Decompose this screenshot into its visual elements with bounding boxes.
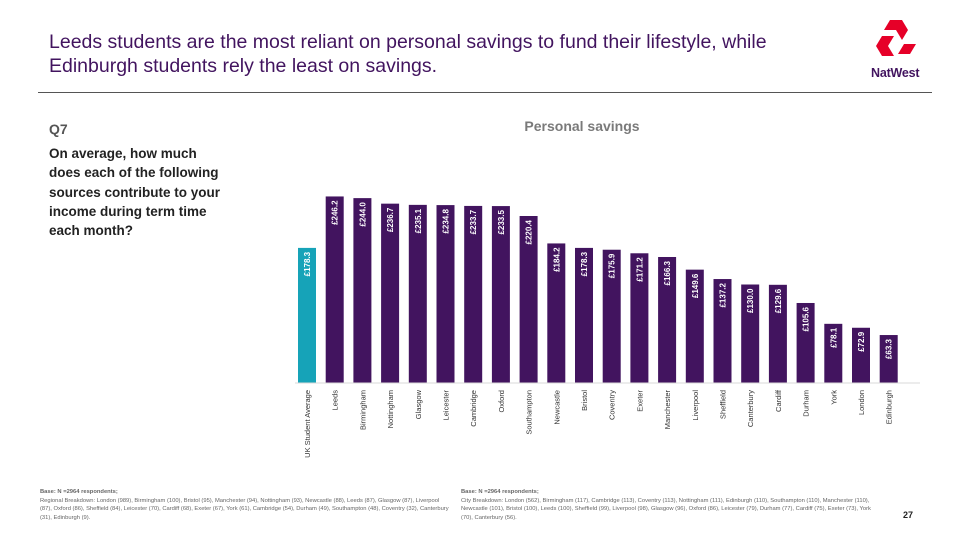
bar-exeter	[630, 253, 649, 383]
bar-durham	[796, 302, 815, 383]
bar-value-label: £166.3	[663, 260, 672, 285]
category-label: Leeds	[331, 390, 340, 411]
footnote-right-title: Base: N =2964 respondents;	[461, 489, 539, 495]
bar-glasgow	[408, 204, 427, 383]
bar-value-label: £234.8	[442, 209, 451, 234]
bar-birmingham	[353, 198, 372, 383]
bar-value-label: £233.7	[469, 209, 478, 234]
bar-value-label: £149.6	[691, 273, 700, 298]
bar-value-label: £235.1	[414, 208, 423, 233]
bar-nottingham	[381, 203, 400, 383]
category-label: Canterbury	[746, 390, 755, 427]
category-label: Cardiff	[774, 389, 783, 412]
question-text: On average, how much does each of the fo…	[49, 146, 221, 239]
bar-value-label: £130.0	[746, 288, 755, 313]
category-label: Nottingham	[386, 390, 395, 428]
category-label: Bristol	[580, 390, 589, 411]
bar-value-label: £78.1	[829, 327, 838, 348]
bar-value-label: £105.6	[802, 306, 811, 331]
page-number: 27	[903, 510, 914, 520]
footnote-left-text: Regional Breakdown: London (989), Birmin…	[40, 497, 449, 521]
bar-edinburgh	[879, 335, 898, 383]
bar-sheffield	[713, 279, 732, 383]
headline: Leeds students are the most reliant on p…	[49, 31, 767, 77]
bar-leeds	[325, 196, 344, 383]
category-label: Oxford	[497, 390, 506, 413]
bar-london	[852, 327, 870, 383]
category-label: Birmingham	[358, 390, 367, 430]
footnote-right: Base: N =2964 respondents; City Breakdow…	[461, 488, 871, 522]
bar-value-label: £246.2	[331, 200, 340, 225]
bar-value-label: £178.3	[580, 251, 589, 276]
bar-value-label: £184.2	[552, 247, 561, 272]
bar-value-label: £72.9	[857, 331, 866, 352]
category-label: Cambridge	[469, 390, 478, 427]
bar-value-label: £137.2	[719, 282, 728, 307]
question-number: Q7	[49, 121, 68, 137]
bar-york	[824, 323, 843, 383]
bar-value-label: £178.3	[303, 251, 312, 276]
chart-title: Personal savings	[524, 118, 639, 134]
bar-canterbury	[741, 284, 760, 383]
category-label: Glasgow	[414, 389, 423, 419]
bar-value-label: £233.5	[497, 210, 506, 235]
bar-manchester	[658, 256, 677, 383]
bar-value-label: £220.4	[525, 219, 534, 244]
bar-southampton	[519, 216, 538, 383]
bar-newcastle	[547, 243, 566, 383]
category-label: Newcastle	[552, 390, 561, 425]
bar-cardiff	[768, 284, 787, 383]
category-label: Manchester	[663, 390, 672, 430]
category-label: Durham	[802, 390, 811, 417]
category-label: London	[857, 390, 866, 415]
footnote-right-text: City Breakdown: London (562), Birmingham…	[461, 497, 871, 521]
header-divider	[38, 92, 932, 93]
bar-value-label: £129.6	[774, 288, 783, 313]
footnote-left: Base: N =2964 respondents; Regional Brea…	[40, 488, 450, 522]
bar-coventry	[602, 249, 621, 383]
bar-leicester	[436, 205, 455, 383]
natwest-logo-icon	[876, 20, 916, 56]
bars-group: £178.3 UK Student Average £246.2 Leeds £244.…	[298, 196, 898, 458]
bar-uk-student-average	[298, 247, 316, 383]
bar-value-label: £63.3	[885, 338, 894, 359]
bar-bristol	[575, 247, 593, 383]
bar-value-label: £171.2	[635, 257, 644, 282]
bar-cambridge	[464, 205, 483, 383]
category-label: Exeter	[635, 390, 644, 412]
category-label: York	[829, 390, 838, 405]
category-label: Edinburgh	[885, 390, 894, 424]
category-label: Southampton	[525, 390, 534, 435]
category-label: Coventry	[608, 390, 617, 420]
brand-logo-text: NatWest	[871, 66, 920, 80]
bar-value-label: £175.9	[608, 253, 617, 278]
bar-liverpool	[685, 269, 704, 383]
footnote-left-title: Base: N =2964 respondents;	[40, 489, 118, 495]
category-label: Leicester	[442, 390, 451, 421]
category-label: Liverpool	[691, 390, 700, 421]
bar-value-label: £236.7	[386, 207, 395, 232]
category-label: Sheffield	[719, 390, 728, 419]
bar-value-label: £244.0	[358, 202, 367, 227]
category-label: UK Student Average	[303, 390, 312, 458]
bar-oxford	[491, 206, 510, 383]
